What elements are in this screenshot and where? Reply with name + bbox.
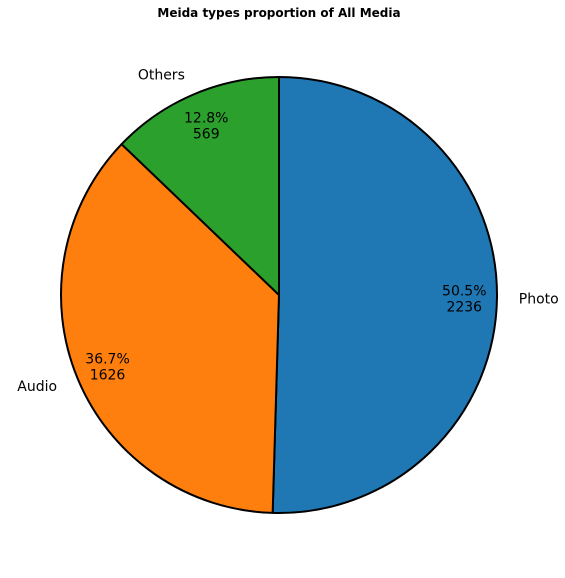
pie-labels: Photo 50.5%2236 Audio 36.7%1626 Others 12.8%5…	[17, 67, 558, 394]
pie-slices	[60, 76, 498, 514]
category-label-others: Others	[138, 67, 185, 83]
percent-label-others: 12.8%	[184, 111, 228, 127]
value-label-others: 569	[193, 127, 220, 143]
pie-slice-others	[120, 76, 280, 296]
category-label-photo: Photo	[519, 291, 559, 307]
value-label-audio: 1626	[90, 367, 126, 383]
category-label-audio: Audio	[17, 379, 57, 395]
percent-label-photo: 50.5%	[442, 284, 486, 300]
value-label-photo: 2236	[446, 300, 482, 316]
percent-label-audio: 36.7%	[85, 351, 129, 367]
pie-slice-photo	[271, 76, 498, 514]
pie-slice-audio	[60, 143, 280, 514]
chart-title: Meida types proportion of All Media	[157, 6, 400, 20]
